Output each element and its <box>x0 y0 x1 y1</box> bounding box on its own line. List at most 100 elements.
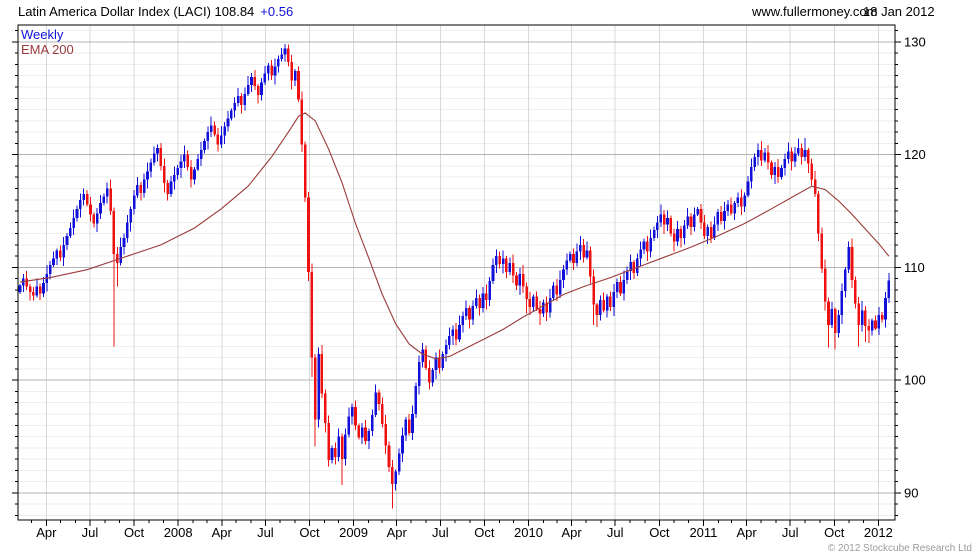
candle <box>243 87 247 111</box>
candle <box>216 127 220 152</box>
candle <box>179 155 183 178</box>
candle <box>780 165 783 180</box>
candle <box>464 300 468 321</box>
candle <box>246 75 250 97</box>
candle <box>330 445 334 464</box>
candle <box>760 140 763 166</box>
candle <box>287 44 290 67</box>
candle <box>209 116 213 138</box>
candle <box>159 143 163 171</box>
candle <box>535 291 538 311</box>
candle <box>112 207 116 347</box>
candle <box>142 173 146 198</box>
candle <box>417 355 421 395</box>
candle <box>226 111 230 132</box>
candle <box>867 318 871 343</box>
candle <box>783 153 787 176</box>
candle <box>431 367 434 387</box>
axis-ticks-layer <box>12 30 901 526</box>
candle <box>531 294 535 312</box>
candle <box>786 142 790 164</box>
candle <box>32 286 35 301</box>
candle <box>850 238 854 288</box>
candle <box>619 275 622 296</box>
candle <box>313 354 317 447</box>
candle <box>676 221 679 247</box>
candle <box>599 295 602 321</box>
candle <box>659 204 663 227</box>
candle <box>585 241 589 260</box>
candle <box>609 291 612 311</box>
candle <box>303 141 307 202</box>
candle <box>173 166 176 190</box>
candle <box>699 204 703 229</box>
candle <box>250 72 253 92</box>
candle <box>843 267 847 298</box>
candle <box>89 197 92 222</box>
candle <box>350 403 354 425</box>
candle <box>887 273 891 303</box>
candle <box>605 294 609 318</box>
candle <box>357 423 361 440</box>
candle <box>293 69 297 87</box>
candle <box>370 409 374 436</box>
candle <box>458 315 461 343</box>
candle <box>743 192 746 212</box>
candle <box>360 422 364 445</box>
candle <box>162 158 166 193</box>
x-tick-label: Apr <box>736 525 757 540</box>
candle <box>122 233 126 255</box>
candle <box>592 269 595 325</box>
candle <box>521 264 525 294</box>
candle <box>713 216 716 240</box>
candle <box>652 226 656 241</box>
candle <box>793 146 797 168</box>
date-label: 18 Jan 2012 <box>863 4 935 19</box>
candle <box>364 420 367 445</box>
candle <box>797 138 800 157</box>
candle <box>632 259 636 279</box>
candle <box>461 311 465 333</box>
x-tick-label: Apr <box>387 525 408 540</box>
candle <box>525 282 528 314</box>
candle <box>518 267 522 296</box>
candle <box>803 137 807 162</box>
x-tick-label: Oct <box>124 525 145 540</box>
candle <box>649 229 653 258</box>
candle <box>884 292 887 328</box>
candle <box>340 433 344 486</box>
candle <box>813 171 817 197</box>
candle <box>374 384 377 417</box>
candle <box>589 246 592 284</box>
candle <box>367 428 371 450</box>
x-tick-label: Jul <box>82 525 99 540</box>
candle <box>62 237 65 266</box>
candle <box>542 299 545 318</box>
candle <box>474 289 478 309</box>
candle <box>498 251 502 269</box>
x-tick-label: Jul <box>432 525 449 540</box>
ema-layer <box>19 112 890 360</box>
candle <box>602 292 606 313</box>
x-tick-label: Apr <box>36 525 57 540</box>
candle <box>666 210 669 231</box>
candle <box>662 210 666 234</box>
candle <box>491 258 495 284</box>
hgrid-minor-layer <box>18 30 895 516</box>
candle <box>501 250 505 274</box>
candle <box>233 97 237 118</box>
candle <box>169 176 173 198</box>
candle <box>38 283 42 301</box>
candle <box>414 382 418 418</box>
candle <box>454 322 458 346</box>
candle <box>595 302 599 328</box>
y-tick-label: 120 <box>904 147 926 162</box>
candle <box>823 259 827 311</box>
candle <box>434 352 438 379</box>
candle <box>770 160 773 179</box>
candle <box>337 428 341 462</box>
candle <box>646 235 649 261</box>
candle <box>387 441 391 473</box>
x-tick-label: Oct <box>824 525 845 540</box>
candle <box>384 415 387 454</box>
